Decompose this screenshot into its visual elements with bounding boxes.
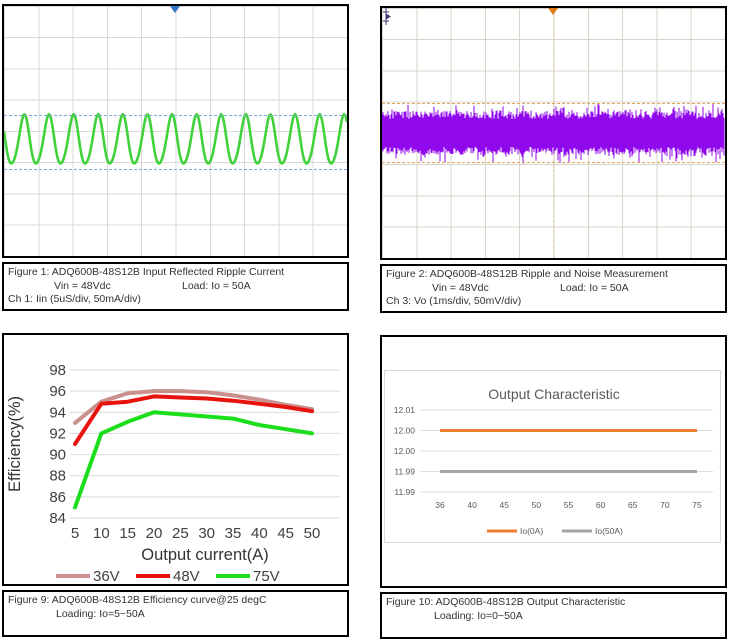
svg-text:15: 15 xyxy=(119,525,136,542)
lower-cursor-line xyxy=(382,162,725,163)
svg-text:75V: 75V xyxy=(253,568,280,584)
svg-text:25: 25 xyxy=(172,525,189,542)
figure10-caption-title: Figure 10: ADQ600B-48S12B Output Charact… xyxy=(386,596,626,608)
svg-text:35: 35 xyxy=(225,525,242,542)
upper-cursor-line xyxy=(382,103,725,104)
figure2-caption-conditions: Vin = 48Vdc Load: Io = 50A xyxy=(386,282,721,296)
figure1-caption-conditions: Vin = 48Vdc Load: Io = 50A xyxy=(8,280,343,294)
svg-text:36: 36 xyxy=(435,500,445,510)
output-characteristic-chart: Output Characteristic 12.01 12.00 12.00 11.9… xyxy=(380,335,727,588)
svg-text:50: 50 xyxy=(304,525,321,542)
figure2-caption-title: Figure 2: ADQ600B-48S12B Ripple and Nois… xyxy=(386,268,668,280)
svg-text:40: 40 xyxy=(467,500,477,510)
svg-text:94: 94 xyxy=(49,404,66,421)
svg-text:65: 65 xyxy=(628,500,638,510)
svg-text:40: 40 xyxy=(251,525,268,542)
svg-text:12.01: 12.01 xyxy=(394,405,416,415)
output-characteristic-chart-canvas: Output Characteristic 12.01 12.00 12.00 11.9… xyxy=(384,370,721,543)
svg-text:12.00: 12.00 xyxy=(394,426,416,436)
vin-value: Vin = 48Vdc xyxy=(54,279,111,292)
figure1-panel: Figure 1: ADQ600B-48S12B Input Reflected… xyxy=(2,4,349,311)
figure2-panel: Figure 2: ADQ600B-48S12B Ripple and Nois… xyxy=(380,6,727,313)
figure9-caption-title: Figure 9: ADQ600B-48S12B Efficiency curv… xyxy=(8,594,267,606)
svg-text:Output Characteristic: Output Characteristic xyxy=(488,386,620,402)
figure2-caption-channel: Ch 3: Vo (1ms/div, 50mV/div) xyxy=(386,295,522,307)
svg-text:86: 86 xyxy=(49,489,66,506)
load-value: Load: Io = 50A xyxy=(182,279,251,292)
trigger-marker-icon xyxy=(548,8,558,20)
svg-text:60: 60 xyxy=(596,500,606,510)
svg-text:98: 98 xyxy=(49,362,66,379)
svg-text:45: 45 xyxy=(277,525,294,542)
svg-text:12.00: 12.00 xyxy=(394,446,416,456)
svg-text:84: 84 xyxy=(49,510,66,527)
figure10-panel: Output Characteristic 12.01 12.00 12.00 11.9… xyxy=(380,335,727,639)
efficiency-chart: 84 86 88 90 92 94 96 98 5 10 15 20 25 30 35 40 45 50 Outpu… xyxy=(2,333,349,586)
svg-text:5: 5 xyxy=(71,525,79,542)
svg-text:Io(50A): Io(50A) xyxy=(595,526,623,536)
figure9-caption-loading: Loading: Io=5~50A xyxy=(56,607,145,620)
svg-text:50: 50 xyxy=(532,500,542,510)
figure9-caption: Figure 9: ADQ600B-48S12B Efficiency curv… xyxy=(2,590,349,637)
svg-text:48V: 48V xyxy=(173,568,200,584)
svg-text:75: 75 xyxy=(692,500,702,510)
lower-cursor-line xyxy=(4,169,347,170)
figure1-caption-title: Figure 1: ADQ600B-48S12B Input Reflected… xyxy=(8,266,285,278)
svg-text:70: 70 xyxy=(660,500,670,510)
figure10-caption-loading: Loading: Io=0~50A xyxy=(434,609,523,622)
figure2-oscilloscope-display xyxy=(380,6,727,260)
svg-text:96: 96 xyxy=(49,383,66,400)
upper-cursor-line xyxy=(4,115,347,116)
load-value: Load: Io = 50A xyxy=(560,281,629,294)
efficiency-chart-canvas: 84 86 88 90 92 94 96 98 5 10 15 20 25 30 35 40 45 50 Outpu… xyxy=(6,362,340,584)
svg-text:92: 92 xyxy=(49,425,66,442)
svg-text:20: 20 xyxy=(146,525,163,542)
svg-text:Io(0A): Io(0A) xyxy=(520,526,543,536)
figure1-oscilloscope-display xyxy=(2,4,349,258)
svg-text:36V: 36V xyxy=(93,568,120,584)
svg-text:11.99: 11.99 xyxy=(394,467,415,477)
trigger-marker-icon xyxy=(170,6,180,18)
svg-text:11.99: 11.99 xyxy=(394,487,415,497)
figure10-caption: Figure 10: ADQ600B-48S12B Output Charact… xyxy=(380,592,727,639)
svg-text:88: 88 xyxy=(49,468,66,485)
ripple-noise-waveform xyxy=(382,103,725,164)
figure2-caption: Figure 2: ADQ600B-48S12B Ripple and Nois… xyxy=(380,264,727,313)
svg-text:90: 90 xyxy=(49,447,66,464)
svg-text:Output current(A): Output current(A) xyxy=(141,546,268,564)
svg-text:10: 10 xyxy=(93,525,110,542)
figure1-caption: Figure 1: ADQ600B-48S12B Input Reflected… xyxy=(2,262,349,311)
vin-value: Vin = 48Vdc xyxy=(432,281,489,294)
channel3-marker-icon xyxy=(383,8,391,25)
figure1-caption-channel: Ch 1: Iin (5uS/div, 50mA/div) xyxy=(8,293,141,305)
figure9-panel: 84 86 88 90 92 94 96 98 5 10 15 20 25 30 35 40 45 50 Outpu… xyxy=(2,333,349,637)
svg-text:Efficiency(%): Efficiency(%) xyxy=(6,396,24,492)
input-ripple-waveform xyxy=(4,112,347,165)
svg-text:55: 55 xyxy=(564,500,574,510)
svg-text:30: 30 xyxy=(198,525,215,542)
svg-text:45: 45 xyxy=(500,500,510,510)
